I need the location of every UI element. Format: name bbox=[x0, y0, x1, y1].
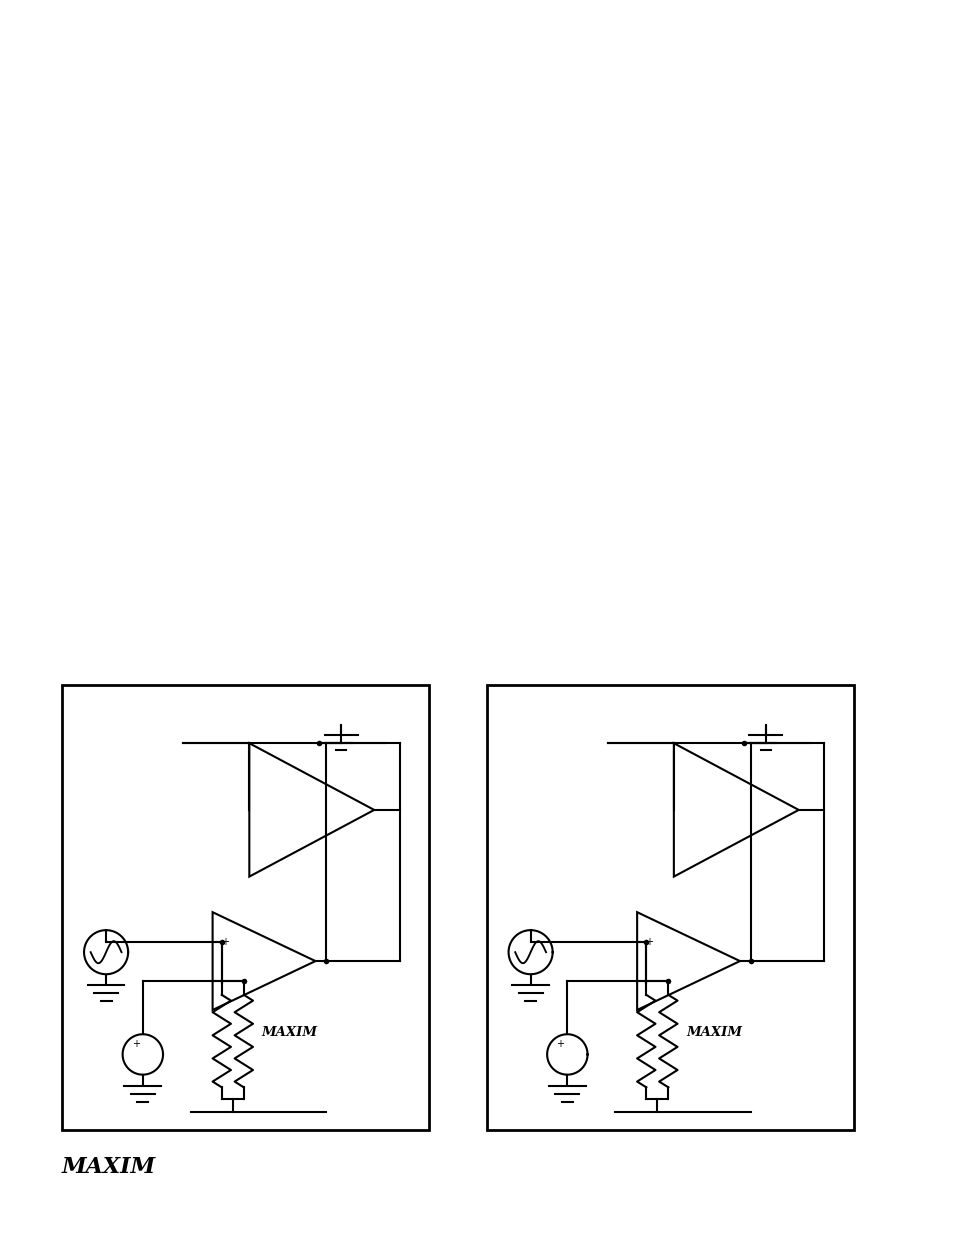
Text: +: + bbox=[220, 936, 229, 946]
Text: −: − bbox=[644, 976, 653, 986]
Bar bbox=[62, 685, 429, 1130]
Text: +: + bbox=[644, 936, 653, 946]
Text: MAXIM: MAXIM bbox=[261, 1026, 317, 1039]
Text: +: + bbox=[132, 1040, 139, 1050]
Bar bbox=[486, 685, 853, 1130]
Text: MAXIM: MAXIM bbox=[62, 1156, 156, 1178]
Text: MAXIM: MAXIM bbox=[685, 1026, 741, 1039]
Text: +: + bbox=[556, 1040, 563, 1050]
Text: −: − bbox=[220, 976, 229, 986]
